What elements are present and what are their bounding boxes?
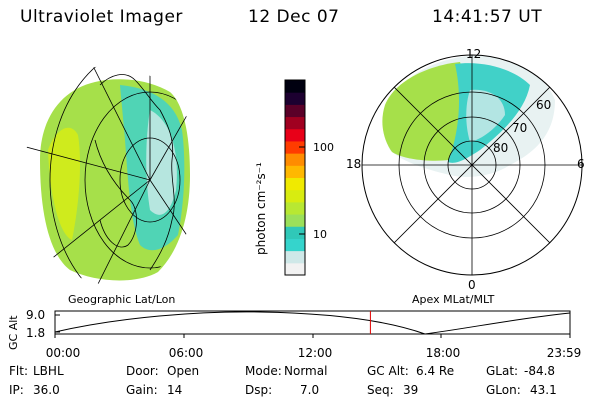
mlat-label-60: 60: [536, 98, 552, 112]
colorbar-segment: [285, 189, 305, 203]
colorbar-segment: [285, 250, 305, 264]
colorbar-frame: [284, 79, 306, 276]
instrument-title: Ultraviolet Imager: [20, 7, 183, 27]
footer-seq-label: Seq:: [367, 383, 394, 397]
colorbar-label: photon cm⁻²s⁻¹: [254, 162, 268, 255]
longitude-line: [59, 65, 151, 181]
colorbar-segment: [285, 92, 305, 105]
altitude-plot: [54, 310, 571, 338]
colorbar: [285, 80, 305, 276]
mlt-line-diag: [393, 86, 551, 244]
colorbar-segment: [285, 116, 305, 130]
geographic-emission-yellow: [48, 127, 80, 240]
mlt-label-18: 18: [346, 157, 362, 171]
altitude-xtick-label: 12:00: [297, 346, 333, 360]
footer-seq-value: 39: [403, 383, 419, 397]
footer-mode-label: Mode:: [245, 364, 282, 378]
footer-ip-value: 36.0: [33, 383, 60, 397]
mlat-label-80: 80: [493, 141, 509, 155]
date-label: 12 Dec 07: [248, 7, 340, 27]
footer-door-label: Door:: [126, 364, 159, 378]
colorbar-segment: [285, 153, 305, 166]
mlt-label-6: 6: [577, 157, 585, 171]
colorbar-segment: [285, 262, 305, 276]
mlt-label-0: 0: [468, 278, 476, 292]
footer-glat-label: GLat:: [486, 364, 519, 378]
footer-glon-label: GLon:: [486, 383, 521, 397]
right-panel-label: Apex MLat/MLT: [412, 293, 495, 306]
magnetic-emission-green: [382, 62, 466, 161]
colorbar-segment: [285, 201, 305, 215]
colorbar-segment: [285, 238, 305, 252]
footer-ip-label: IP:: [9, 383, 24, 397]
mlat-label-70: 70: [512, 121, 528, 135]
colorbar-segment: [285, 104, 305, 118]
longitude-line: [89, 179, 151, 285]
mlt-label-12: 12: [466, 47, 482, 61]
footer-glon-value: 43.1: [530, 383, 557, 397]
colorbar-segment: [285, 140, 305, 154]
colorbar-segment: [285, 226, 305, 239]
colorbar-segment: [285, 165, 305, 178]
altitude-xtick-label: 23:59: [546, 346, 582, 360]
magnetic-image: [361, 54, 583, 276]
colorbar-tick-label: 100: [313, 141, 334, 154]
magnetic-emission-speckle: [466, 89, 505, 142]
footer-dsp-label: Dsp:: [245, 383, 273, 397]
footer-gcalt-label: GC Alt:: [367, 364, 409, 378]
colorbar-segment: [285, 177, 305, 191]
footer-mode-value: Normal: [284, 364, 328, 378]
altitude-xtick-label: 00:00: [45, 346, 81, 360]
continent-outline: [94, 74, 175, 271]
colorbar-segment: [285, 214, 305, 227]
footer-filter-label: Flt:: [9, 364, 28, 378]
time-label: 14:41:57 UT: [432, 7, 543, 27]
left-panel-label: Geographic Lat/Lon: [68, 293, 176, 306]
altitude-ylabel: GC Alt: [7, 315, 20, 350]
footer-door-value: Open: [167, 364, 200, 378]
colorbar-segment: [285, 128, 305, 142]
altitude-ytick-label: 1.8: [26, 326, 46, 340]
altitude-curve: [54, 311, 571, 335]
geographic-image: [24, 65, 200, 285]
altitude-xtick-label: 06:00: [168, 346, 204, 360]
footer-dsp-value: 7.0: [300, 383, 320, 397]
colorbar-tick-label: 10: [313, 228, 327, 241]
footer-filter-value: LBHL: [33, 364, 64, 378]
latitude-circle: [49, 65, 200, 285]
geographic-emission-speckle: [146, 110, 177, 215]
colorbar-segment: [285, 80, 305, 93]
footer-gain-label: Gain:: [126, 383, 158, 397]
footer-gain-value: 14: [167, 383, 183, 397]
altitude-ytick-label: 9.0: [26, 308, 46, 322]
footer-gcalt-value: 6.4 Re: [416, 364, 455, 378]
footer-glat-value: -84.8: [524, 364, 556, 378]
altitude-xtick-label: 18:00: [425, 346, 461, 360]
